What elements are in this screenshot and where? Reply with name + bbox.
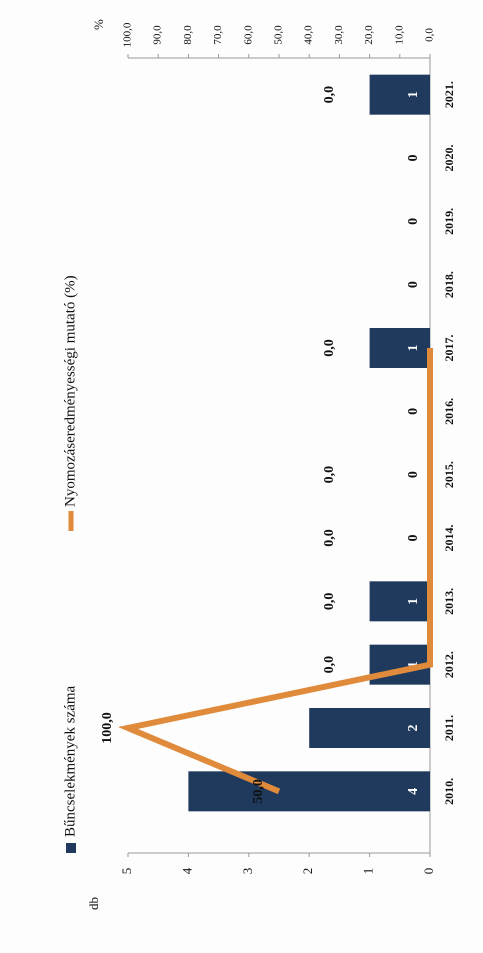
x-tick-label: 2018. [442,271,456,298]
bar-value-label: 2 [406,725,421,732]
y-tick-label: 2 [300,868,315,875]
legend-label: Nyomozáseredményességi mutató (%) [62,275,78,507]
y2-tick-label: 10,0 [393,25,405,45]
y2-tick-label: 0,0 [424,28,436,42]
bar [369,74,431,115]
bar-value-label: 0 [406,408,421,415]
line-value-label: 0,0 [322,86,337,104]
bar [188,771,430,812]
line-value-label: 50,0 [251,779,266,804]
y2-tick-label: 100,0 [122,22,134,47]
y-tick-label: 4 [179,867,194,874]
x-tick-label: 2015. [442,461,456,488]
bar [369,581,431,622]
bar-value-label: 1 [406,661,421,668]
x-tick-label: 2016. [442,398,456,425]
y-axis-label: db [86,897,101,910]
line-value-label: 0,0 [322,656,337,674]
line-series [117,348,433,795]
bar-value-label: 1 [406,91,421,98]
bar-value-label: 0 [406,155,421,162]
bar-value-label: 0 [406,535,421,542]
legend-label: Bűncselekmények száma [62,685,78,837]
y2-tick-label: 90,0 [152,25,164,45]
y-tick-label: 1 [361,868,376,875]
y-tick-label: 3 [240,868,255,875]
y2-tick-label: 60,0 [242,25,254,45]
y2-tick-label: 50,0 [273,25,285,45]
x-tick-label: 2017. [442,335,456,362]
bar [369,328,431,368]
x-tick-label: 2013. [442,588,456,615]
y-tick-label: 5 [119,868,134,875]
bar-value-label: 0 [406,281,421,288]
bar-value-label: 4 [406,788,421,795]
y2-tick-label: 20,0 [363,25,375,45]
line-value-label: 0,0 [322,529,337,547]
bar [309,708,431,748]
line-value-label: 100,0 [100,712,115,744]
x-tick-label: 2021. [442,81,456,108]
line-value-label: 0,0 [322,339,337,357]
y2-tick-label: 30,0 [333,25,345,45]
bar-value-label: 1 [406,345,421,352]
bar-value-label: 0 [406,471,421,478]
line-value-label: 0,0 [322,466,337,484]
x-tick-label: 2010. [442,778,456,805]
y2-tick-label: 80,0 [182,25,194,45]
y2-tick-label: 40,0 [303,25,315,45]
legend-swatch [66,843,76,853]
bar-value-label: 1 [406,598,421,605]
x-tick-label: 2014. [442,525,456,552]
y2-axis-label: % [91,19,106,30]
x-tick-label: 2019. [442,208,456,235]
rotated-chart: db % 0123450,010,020,030,040,050,060,070… [62,19,455,910]
x-tick-label: 2011. [442,715,456,741]
bar-value-label: 0 [406,218,421,225]
x-tick-label: 2020. [442,145,456,172]
x-tick-label: 2012. [442,651,456,678]
y2-tick-label: 70,0 [212,25,224,45]
line-value-label: 0,0 [322,593,337,611]
y-tick-label: 0 [421,868,436,875]
